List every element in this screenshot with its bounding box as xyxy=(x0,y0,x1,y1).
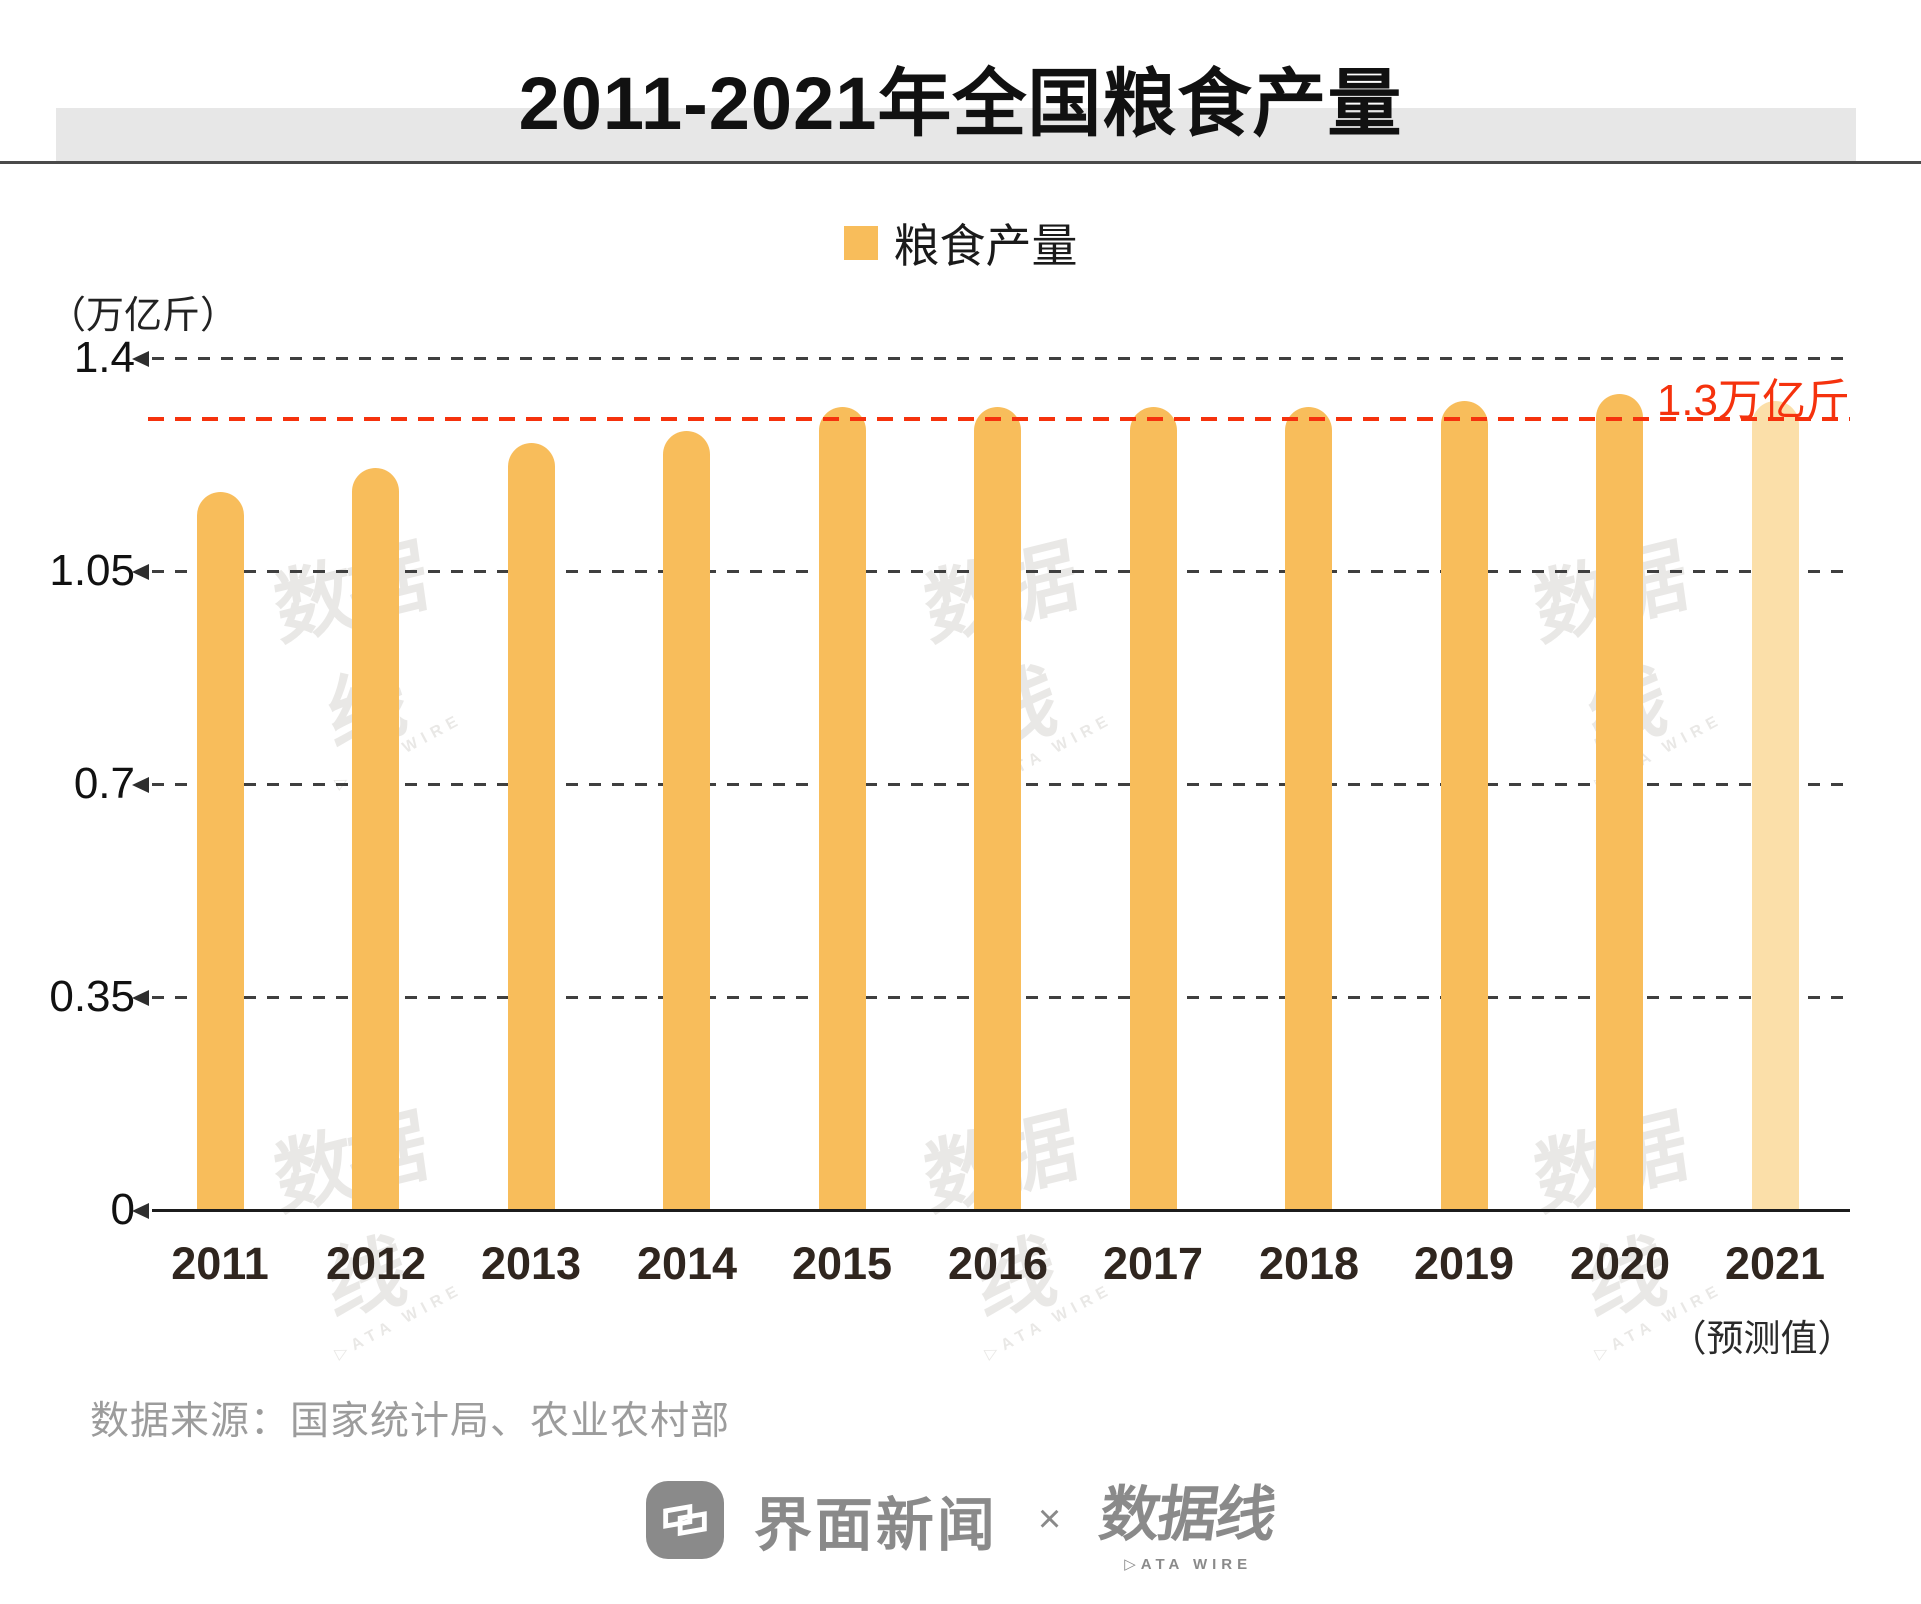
bar-2017 xyxy=(1130,407,1177,1210)
x-tick-label-2020: 2020 xyxy=(1569,1238,1671,1289)
bar-2012 xyxy=(352,468,399,1210)
y-tick-label-1.05: 1.05 xyxy=(49,546,135,595)
forecast-note: （预测值） xyxy=(1669,1318,1855,1359)
reference-line-1-3 xyxy=(148,417,1850,421)
gridline-1.4 xyxy=(132,351,1850,367)
x-tick-label-2018: 2018 xyxy=(1258,1238,1360,1289)
legend-swatch-icon xyxy=(843,226,878,260)
axis-arrow-icon xyxy=(132,990,149,1006)
bar-2011 xyxy=(197,492,244,1210)
bar-2020 xyxy=(1596,394,1643,1210)
page-title: 2011-2021年全国粮食产量 xyxy=(518,62,1403,145)
data-source-text: 数据来源：国家统计局、农业农村部 xyxy=(90,1400,731,1443)
x-tick-label-2014: 2014 xyxy=(636,1238,738,1289)
bar-2013 xyxy=(508,443,555,1210)
y-tick-label-0: 0 xyxy=(110,1185,135,1234)
jiemian-brand-name: 界面新闻 xyxy=(753,1492,998,1558)
bar-2019 xyxy=(1441,401,1488,1210)
bar-2014 xyxy=(663,431,710,1210)
gridline-dashes xyxy=(152,357,1850,360)
x-tick-label-2012: 2012 xyxy=(325,1238,427,1289)
y-tick-label-0.7: 0.7 xyxy=(73,759,135,808)
bar-2021 xyxy=(1752,401,1799,1210)
bar-2018 xyxy=(1285,407,1332,1210)
x-tick-label-2021: 2021 xyxy=(1724,1238,1826,1289)
collab-cross-icon: × xyxy=(1037,1497,1062,1541)
footer-brand-row: 界面新闻 × 数据线 ▷ATA WIRE xyxy=(0,1466,1921,1573)
legend-label: 粮食产量 xyxy=(893,220,1078,272)
datawire-logo: 数据线 ▷ATA WIRE xyxy=(1096,1466,1279,1573)
x-tick-label-2011: 2011 xyxy=(171,1238,269,1289)
y-axis-unit-label: （万亿斤） xyxy=(48,295,239,337)
axis-arrow-icon xyxy=(132,1203,149,1219)
datawire-brand-name: 数据线 xyxy=(1095,1481,1280,1548)
datawire-watermark: 数据线▷ATA WIRE xyxy=(231,508,466,793)
x-axis-line xyxy=(132,1203,1850,1219)
reference-line-label: 1.3万亿斤 xyxy=(1656,376,1850,425)
glasses-icon xyxy=(663,1503,707,1536)
y-tick-label-1.4: 1.4 xyxy=(73,333,135,382)
datawire-subtitle: ▷ATA WIRE xyxy=(1124,1556,1253,1573)
x-tick-label-2016: 2016 xyxy=(947,1238,1049,1289)
axis-solid-line xyxy=(152,1209,1850,1212)
title-highlight-band xyxy=(56,108,1856,162)
watermark-subtext: ▷ATA WIRE xyxy=(1592,710,1726,793)
y-tick-label-0.35: 0.35 xyxy=(49,972,135,1021)
bar-2015 xyxy=(819,407,866,1210)
x-tick-label-2015: 2015 xyxy=(791,1238,893,1289)
chart-legend: 粮食产量 xyxy=(0,210,1921,276)
bar-2016 xyxy=(974,407,1021,1210)
axis-arrow-icon xyxy=(132,564,149,580)
x-tick-label-2019: 2019 xyxy=(1413,1238,1515,1289)
axis-arrow-icon xyxy=(132,351,149,367)
x-tick-label-2017: 2017 xyxy=(1102,1238,1204,1289)
jiemian-logo-icon xyxy=(645,1480,724,1559)
datawire-watermark: 数据线▷ATA WIRE xyxy=(231,1078,466,1363)
axis-arrow-icon xyxy=(132,777,149,793)
x-tick-label-2013: 2013 xyxy=(480,1238,582,1289)
title-divider-line xyxy=(0,161,1921,164)
